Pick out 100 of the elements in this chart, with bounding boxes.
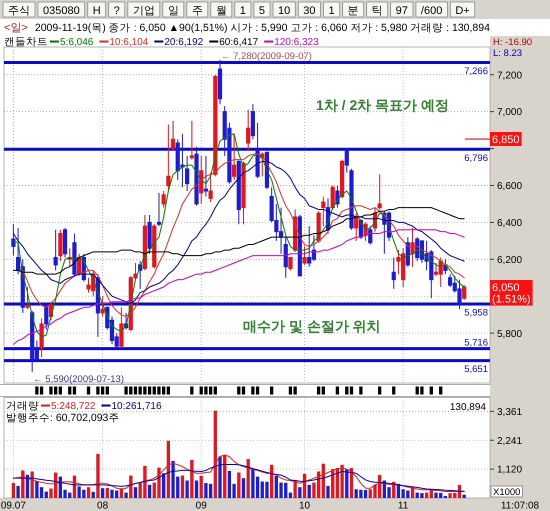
candlestick (204, 155, 208, 198)
ref-line-label: 5,958 (464, 307, 488, 318)
text: 30 (303, 5, 316, 17)
annotation: ← 7,280(2009-09-07) (221, 50, 312, 62)
text: L: 8.23 (493, 48, 522, 59)
candlestick (344, 148, 349, 174)
candlestick (162, 190, 166, 208)
candlestick (156, 192, 162, 227)
bar (194, 480, 198, 498)
candlestick (218, 59, 222, 105)
annotation: 130,894 (450, 402, 486, 413)
text: 주 (192, 5, 203, 17)
chart-title: <일> (4, 22, 28, 34)
bar (134, 487, 138, 498)
bar (237, 472, 240, 498)
bar (124, 492, 128, 498)
bar (326, 486, 330, 498)
legend-label: 60:6,417 (219, 37, 259, 48)
candlestick (213, 74, 218, 177)
bar (251, 469, 255, 498)
bar (148, 484, 152, 498)
candlestick (392, 256, 396, 290)
text: 5 (258, 5, 266, 17)
candlestick (406, 236, 410, 268)
candlestick (166, 124, 170, 192)
legend-label: 5:6,046 (60, 37, 94, 48)
text: D+ (455, 5, 470, 17)
y-tick-label: 6,200 (497, 254, 522, 266)
legend-label: 10:261,716 (112, 401, 162, 412)
candlestick (190, 120, 194, 160)
candlestick (44, 303, 48, 330)
bar (308, 484, 311, 498)
bar (185, 480, 189, 498)
candlestick (185, 155, 190, 192)
bar (242, 478, 246, 498)
y-axis-title: X1000 (493, 487, 520, 498)
line-series (12, 229, 465, 345)
legend-label: 20:6,192 (164, 37, 204, 48)
text: ? (114, 5, 120, 17)
text: 1 (240, 5, 246, 17)
candlestick (152, 224, 156, 270)
bar (228, 470, 232, 498)
text: 기업 (132, 5, 155, 17)
candlestick (321, 196, 326, 227)
legend-title: 캔들차트 (4, 36, 48, 48)
text: H (92, 5, 101, 17)
text: 11:07:08 (500, 500, 540, 511)
candlestick (284, 236, 288, 278)
candlestick (302, 246, 307, 266)
bar (162, 473, 166, 498)
price-marker: 6,050 (1.51%) (490, 280, 533, 306)
x-tick-label: 11 (398, 500, 409, 511)
annotation: ← 5,590(2009-07-13) (33, 374, 124, 385)
candlestick (250, 104, 255, 140)
bar (106, 488, 109, 498)
annotation: 매수가 및 손절가 위치 (243, 318, 381, 334)
bar (200, 476, 203, 498)
candlestick (208, 172, 213, 203)
candlestick (246, 109, 250, 151)
text: 일 (168, 5, 179, 17)
candlestick (11, 224, 16, 256)
line-series (12, 133, 465, 338)
x-tick-label: 09 (196, 500, 208, 511)
text: 10 (278, 5, 290, 17)
text: 1 (328, 5, 335, 17)
bar (180, 476, 184, 498)
x-tick-label: 08 (97, 500, 109, 511)
text: 97 (396, 5, 408, 17)
line-series (12, 207, 465, 275)
text: 분 (348, 5, 359, 17)
candlestick (100, 296, 105, 318)
candlestick (330, 184, 335, 210)
y-tick-label: 2,241 (497, 436, 522, 447)
chart-subtitle: 2009-11-19(목) 종가 : 6,050 ▲90(1,51%) 시가 : 5,990 고가 : 6,060 저가 : 5,980 거래량 : 130,894 (34, 22, 490, 34)
legend-label: 10:6,104 (109, 37, 149, 48)
candlestick (68, 248, 72, 268)
annotation: 발행주수: 60,702,093주 (6, 412, 120, 424)
y-tick-label: 1,120 (497, 464, 522, 476)
ref-line-label: 5,651 (464, 364, 488, 376)
y-tick-label: 3,361 (497, 406, 522, 418)
line-series (12, 464, 465, 492)
bar (345, 469, 348, 498)
candlestick (378, 174, 382, 210)
ref-line-label: 6,796 (464, 152, 488, 164)
bar (86, 487, 90, 498)
text: /600 (420, 5, 442, 17)
text: H: -16.90 (493, 37, 532, 48)
candlestick (236, 159, 241, 225)
x-tick-label: 09.07 (0, 500, 26, 511)
legend-label: 5:248,722 (51, 401, 96, 412)
legend-label: 120:6,323 (274, 37, 320, 48)
text: 주식 (8, 5, 30, 17)
text: 035080 (43, 5, 80, 17)
ref-line-label: 5,716 (464, 338, 488, 349)
candlestick (170, 120, 176, 151)
candlestick (354, 212, 358, 242)
text: 월 (216, 5, 227, 17)
candlestick (278, 207, 284, 254)
text: 틱 (372, 5, 383, 17)
candlestick (462, 284, 466, 300)
